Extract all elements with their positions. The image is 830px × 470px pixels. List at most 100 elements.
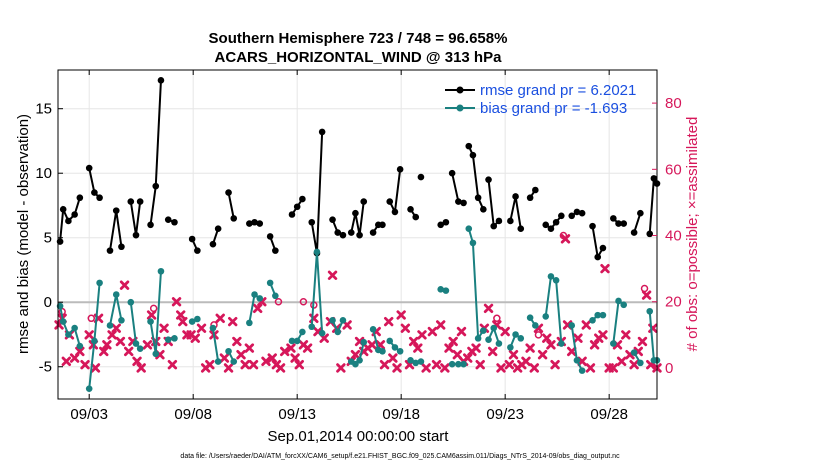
bias-point (465, 225, 473, 232)
obs-assimilated-point (132, 356, 142, 367)
obs-assimilated-point (176, 310, 186, 320)
rmse-point (589, 222, 596, 230)
bias-point (417, 358, 425, 365)
y2-tick-label: 20 (665, 294, 682, 311)
obs-assimilated-point (267, 353, 277, 363)
rmse-point (164, 216, 172, 223)
bias-point (578, 367, 586, 374)
rmse-point (334, 229, 342, 236)
obs-assimilated-point (350, 350, 361, 360)
legend-marker-bias (456, 104, 464, 112)
obs-assimilated-point (421, 363, 431, 373)
obs-assimilated-point (504, 359, 515, 370)
rmse-point (552, 218, 560, 226)
obs-assimilated-point (525, 343, 535, 353)
bias-point (246, 319, 253, 327)
bias-point (495, 340, 503, 347)
bias-point (356, 356, 363, 364)
obs-assimilated-point (383, 316, 394, 327)
rmse-point (417, 173, 425, 181)
obs-assimilated-point (637, 336, 648, 347)
y-tick-label: 5 (44, 230, 52, 247)
rmse-point (266, 233, 274, 240)
obs-assimilated-point (228, 316, 238, 327)
legend-item-bias: bias grand pr = -1.693 (445, 100, 627, 117)
obs-possible-point (87, 314, 96, 323)
rmse-point (246, 220, 253, 227)
obs-assimilated-point (124, 346, 134, 357)
obs-assimilated-point (367, 340, 377, 350)
rmse-point (396, 166, 404, 173)
rmse-point (318, 128, 326, 136)
series-bias (56, 225, 661, 392)
bias-line-segment (467, 228, 485, 342)
rmse-point (352, 209, 359, 217)
rmse-point (391, 208, 399, 216)
obs-assimilated-point (550, 359, 560, 370)
obs-assimilated-point (336, 363, 346, 373)
bias-point (490, 324, 498, 332)
bias-point (188, 318, 196, 325)
bias-point (272, 292, 279, 300)
y2-tick-label: 80 (665, 95, 682, 112)
bias-point (637, 359, 644, 367)
obs-assimilated-point (205, 359, 215, 370)
obs-assimilated-point (471, 343, 481, 353)
obs-assimilated-point (508, 350, 519, 360)
rmse-point (356, 231, 363, 239)
rmse-point (437, 221, 444, 229)
obs-assimilated-point (598, 330, 608, 340)
rmse-point (136, 198, 144, 205)
bias-point (318, 329, 326, 337)
bias-point (517, 335, 525, 342)
obs-assimilated-point (585, 363, 596, 373)
rmse-point (293, 203, 301, 211)
bias-point (293, 337, 301, 345)
rmse-point (188, 235, 196, 243)
bias-point (334, 328, 342, 336)
rmse-point (152, 182, 160, 190)
rmse-point (360, 198, 368, 205)
bias-point (136, 345, 144, 352)
rmse-point (251, 218, 258, 226)
rmse-point (230, 215, 238, 222)
series-lines (56, 77, 661, 392)
bias-point (512, 331, 519, 338)
y-tick-label: 15 (35, 101, 52, 118)
obs-assimilated-point (616, 356, 627, 367)
legend-label-rmse: rmse grand pr = 6.2021 (480, 82, 636, 99)
bias-point (630, 349, 638, 356)
bias-point (594, 311, 602, 319)
obs-assimilated-point (431, 359, 442, 370)
rmse-point (214, 225, 222, 232)
bias-point (379, 347, 386, 355)
rmse-point (194, 247, 201, 254)
obs-assimilated-point (573, 333, 583, 343)
obs-assimilated-point (440, 363, 450, 373)
obs-possible-point (299, 297, 308, 306)
bias-point (164, 336, 172, 343)
bias-point (526, 314, 534, 322)
rmse-point (329, 216, 336, 223)
rmse-point (512, 193, 519, 200)
obs-assimilated-point (286, 343, 296, 353)
bias-point (412, 359, 420, 367)
obs-assimilated-point (248, 359, 259, 370)
obs-assimilated-point (61, 356, 72, 367)
obs-assimilated-point (456, 326, 467, 337)
obs-assimilated-point (146, 310, 157, 320)
bias-point (532, 322, 539, 329)
rmse-line-segment (467, 145, 485, 210)
y-tick-label: 0 (44, 294, 52, 311)
obs-assimilated-point (444, 343, 454, 353)
bias-point (112, 291, 120, 298)
rmse-point (646, 230, 654, 238)
rmse-point (517, 225, 525, 232)
chart-title: Southern Hemisphere 723 / 748 = 96.658% (209, 30, 508, 47)
obs-assimilated-point (178, 316, 188, 327)
bias-point (547, 273, 555, 280)
rmse-point (157, 77, 165, 84)
chart-subtitle: ACARS_HORIZONTAL_WIND @ 313 hPa (215, 49, 503, 66)
bias-point (152, 350, 160, 358)
obs-assimilated-point (621, 330, 631, 340)
